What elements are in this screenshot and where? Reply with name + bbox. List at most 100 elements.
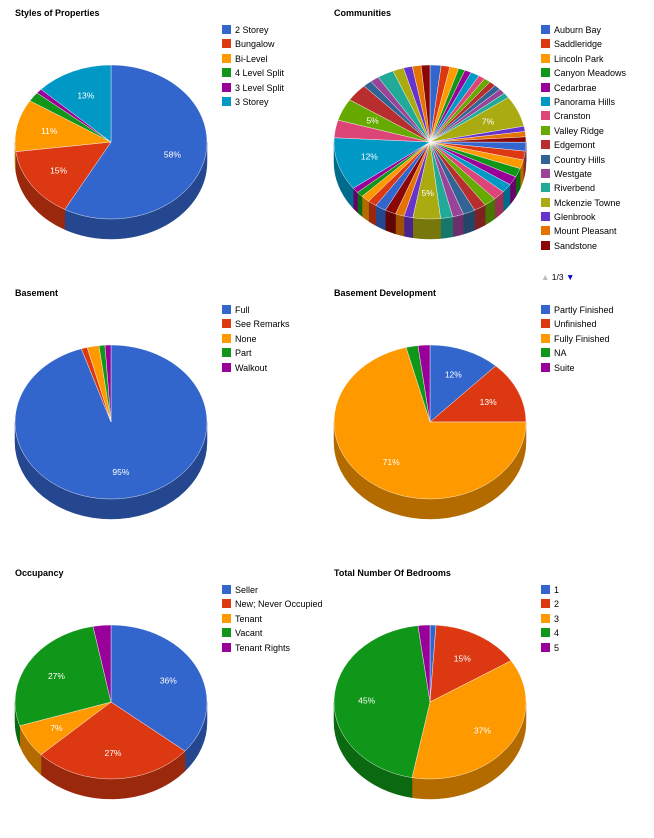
legend-label: New; Never Occupied <box>235 599 323 609</box>
legend-label: 2 Storey <box>235 25 269 35</box>
pie-slice-label: 11% <box>41 126 58 136</box>
legend-label: Full <box>235 305 250 315</box>
legend-label: Canyon Meadows <box>554 68 626 78</box>
pie-chart-basement-development: 12% 13% 71% <box>334 288 644 548</box>
pie-slice-label: 12% <box>361 152 378 162</box>
legend-swatch <box>222 628 231 637</box>
legend-swatch <box>541 305 550 314</box>
legend-swatch <box>222 39 231 48</box>
legend-swatch <box>222 348 231 357</box>
legend-swatch <box>541 599 550 608</box>
legend-label: Glenbrook <box>554 212 596 222</box>
legend-swatch <box>541 226 550 235</box>
legend-label: Cedarbrae <box>554 83 597 93</box>
legend-label: 4 Level Split <box>235 68 284 78</box>
legend-swatch <box>541 54 550 63</box>
legend-label: Mount Pleasant <box>554 226 617 236</box>
pie-slice-label: 37% <box>474 726 491 736</box>
legend-swatch <box>222 643 231 652</box>
pie-slice-label: 45% <box>358 695 375 705</box>
legend-label: Edgemont <box>554 140 595 150</box>
legend-label: 5 <box>554 643 559 653</box>
legend-label: Vacant <box>235 628 262 638</box>
legend-swatch <box>541 169 550 178</box>
pie-slice-label: 15% <box>50 166 67 176</box>
legend-swatch <box>541 241 550 250</box>
triangle-down-icon[interactable]: ▼ <box>566 272 574 282</box>
legend-swatch <box>541 83 550 92</box>
legend-swatch <box>541 614 550 623</box>
legend-swatch <box>541 212 550 221</box>
chart-panel-styles: Styles of Properties 58%15%11%13% 2 Stor… <box>15 8 325 278</box>
pie-slice-side <box>396 214 404 236</box>
legend-label: Seller <box>235 585 258 595</box>
pie-slice-label: 71% <box>383 457 400 467</box>
pie-slice-label: 13% <box>77 90 94 100</box>
legend-label: 3 <box>554 614 559 624</box>
pie-top-group <box>334 345 526 499</box>
pie-slice-label: 7% <box>482 117 495 127</box>
legend-swatch <box>541 183 550 192</box>
pie-chart-styles: 58% 15% 11% 13% <box>15 8 325 268</box>
legend-swatch <box>541 628 550 637</box>
legend-swatch <box>222 25 231 34</box>
legend-label: 3 Level Split <box>235 83 284 93</box>
pie-slice-label: 13% <box>480 397 497 407</box>
pie-slice-label: 5% <box>422 188 435 198</box>
legend-swatch <box>541 198 550 207</box>
pie-chart-bedrooms: 15% 37% 45% <box>334 568 644 828</box>
legend-swatch <box>222 319 231 328</box>
legend-label: 4 <box>554 628 559 638</box>
pie-slice-label: 7% <box>50 723 63 733</box>
pie-top-group <box>15 65 207 219</box>
legend-swatch <box>541 334 550 343</box>
pie-slice-label: 27% <box>104 748 121 758</box>
pie-slice-label: 15% <box>454 653 471 663</box>
pie-slice-side <box>441 217 453 239</box>
legend-swatch <box>541 140 550 149</box>
legend-label: Lincoln Park <box>554 54 604 64</box>
legend-swatch <box>541 39 550 48</box>
legend-label: Valley Ridge <box>554 126 604 136</box>
legend-label: See Remarks <box>235 319 290 329</box>
legend-swatch <box>222 97 231 106</box>
pie-slice-label: 58% <box>164 150 181 160</box>
legend-swatch <box>222 585 231 594</box>
legend-label: Part <box>235 348 252 358</box>
pie-slice-label: 95% <box>112 467 129 477</box>
legend-label: Riverbend <box>554 183 595 193</box>
pie-slice-side <box>404 216 413 238</box>
legend-label: Panorama Hills <box>554 97 615 107</box>
legend-swatch <box>541 643 550 652</box>
pie-slice-side <box>385 210 395 234</box>
pie-slice-label: 27% <box>48 671 65 681</box>
legend-label: Walkout <box>235 363 267 373</box>
legend-label: Unfinished <box>554 319 597 329</box>
legend-label: 3 Storey <box>235 97 269 107</box>
legend-swatch <box>541 68 550 77</box>
legend-swatch <box>541 126 550 135</box>
legend-swatch <box>541 111 550 120</box>
pager-text: 1/3 <box>552 272 564 282</box>
legend-label: Saddleridge <box>554 39 602 49</box>
legend-label: None <box>235 334 257 344</box>
legend-swatch <box>222 54 231 63</box>
legend-label: Country Hills <box>554 155 605 165</box>
legend-label: Suite <box>554 363 575 373</box>
pie-top-group <box>15 345 207 499</box>
pie-slice-label: 12% <box>445 370 462 380</box>
legend-label: Westgate <box>554 169 592 179</box>
legend-label: NA <box>554 348 567 358</box>
legend-pager: ▲ 1/3 ▼ <box>541 272 574 282</box>
legend-swatch <box>541 97 550 106</box>
triangle-up-icon: ▲ <box>541 272 549 282</box>
chart-panel-basement-development: Basement Development 12%13%71% Partly Fi… <box>334 288 644 558</box>
legend-swatch <box>222 68 231 77</box>
legend-swatch <box>222 363 231 372</box>
legend-label: 2 <box>554 599 559 609</box>
legend-label: Fully Finished <box>554 334 610 344</box>
